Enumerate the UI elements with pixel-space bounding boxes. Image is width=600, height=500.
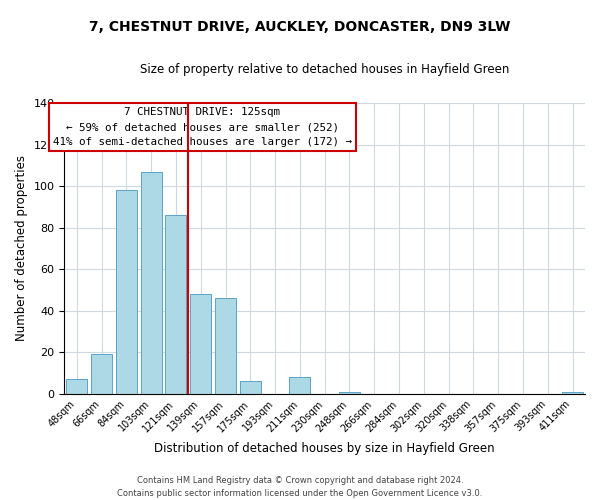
Bar xyxy=(66,380,88,394)
Bar xyxy=(140,172,162,394)
Bar xyxy=(339,392,360,394)
Bar xyxy=(91,354,112,394)
Bar xyxy=(562,392,583,394)
Bar xyxy=(116,190,137,394)
Text: 7 CHESTNUT DRIVE: 125sqm
← 59% of detached houses are smaller (252)
41% of semi-: 7 CHESTNUT DRIVE: 125sqm ← 59% of detach… xyxy=(53,108,352,147)
Bar xyxy=(240,382,261,394)
X-axis label: Distribution of detached houses by size in Hayfield Green: Distribution of detached houses by size … xyxy=(154,442,495,455)
Bar xyxy=(166,215,187,394)
Text: 7, CHESTNUT DRIVE, AUCKLEY, DONCASTER, DN9 3LW: 7, CHESTNUT DRIVE, AUCKLEY, DONCASTER, D… xyxy=(89,20,511,34)
Bar xyxy=(215,298,236,394)
Bar xyxy=(289,378,310,394)
Y-axis label: Number of detached properties: Number of detached properties xyxy=(15,156,28,342)
Title: Size of property relative to detached houses in Hayfield Green: Size of property relative to detached ho… xyxy=(140,62,509,76)
Bar xyxy=(190,294,211,394)
Text: Contains HM Land Registry data © Crown copyright and database right 2024.
Contai: Contains HM Land Registry data © Crown c… xyxy=(118,476,482,498)
